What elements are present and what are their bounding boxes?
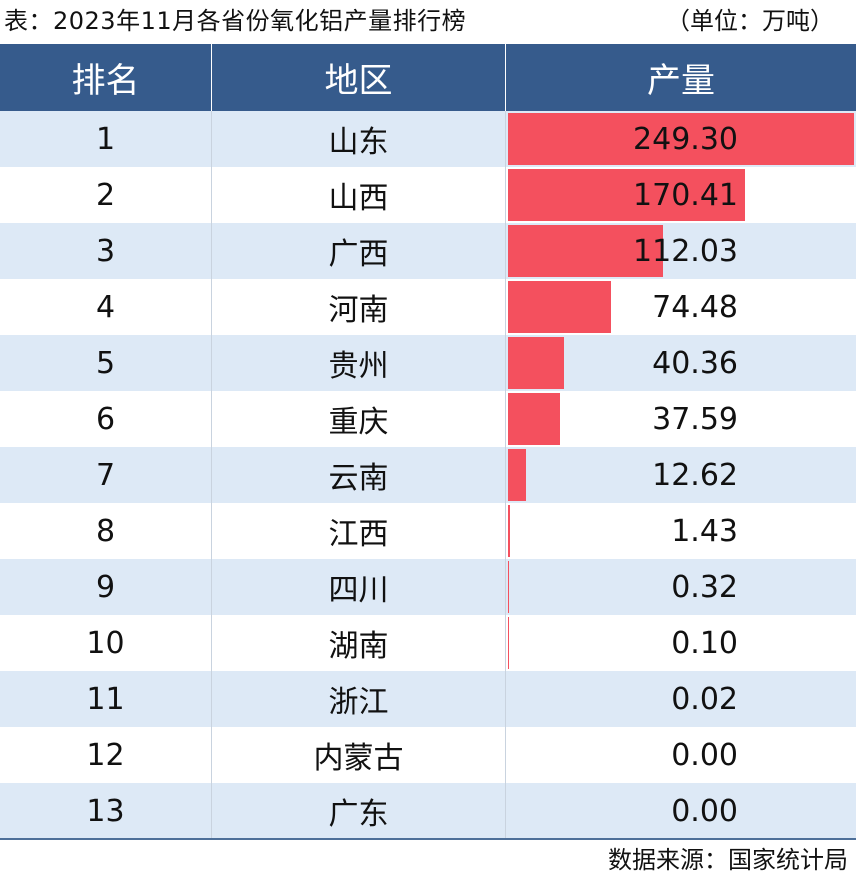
production-value: 40.36	[652, 345, 738, 381]
production-cell: 0.32	[506, 559, 856, 615]
rank-cell: 9	[0, 559, 212, 615]
table-header: 排名 地区 产量	[0, 44, 856, 111]
table-row: 11 浙江 0.02	[0, 671, 856, 727]
production-cell: 249.30	[506, 111, 856, 167]
table-row: 6 重庆 37.59	[0, 391, 856, 447]
header-rank: 排名	[0, 44, 212, 111]
production-bar	[508, 281, 612, 333]
production-value: 170.41	[633, 177, 738, 213]
production-bar	[508, 169, 745, 221]
region-cell: 重庆	[212, 391, 506, 447]
production-cell: 0.02	[506, 671, 856, 727]
rank-cell: 3	[0, 223, 212, 279]
production-cell: 37.59	[506, 391, 856, 447]
production-cell: 0.00	[506, 727, 856, 783]
rank-cell: 10	[0, 615, 212, 671]
region-cell: 贵州	[212, 335, 506, 391]
table-row: 4 河南 74.48	[0, 279, 856, 335]
table-row: 3 广西 112.03	[0, 223, 856, 279]
production-value: 1.43	[671, 513, 738, 549]
production-cell: 12.62	[506, 447, 856, 503]
production-value: 112.03	[633, 233, 738, 269]
header-region: 地区	[212, 44, 506, 111]
production-value: 0.00	[671, 737, 738, 773]
rank-cell: 11	[0, 671, 212, 727]
region-cell: 内蒙古	[212, 727, 506, 783]
production-bar	[508, 505, 510, 557]
rank-cell: 7	[0, 447, 212, 503]
production-bar	[508, 337, 564, 389]
production-value: 0.00	[671, 793, 738, 829]
unit-label: （单位：万吨）	[666, 7, 834, 35]
rank-cell: 1	[0, 111, 212, 167]
production-bar	[508, 393, 561, 445]
table-row: 10 湖南 0.10	[0, 615, 856, 671]
ranking-table: 排名 地区 产量 1 山东 249.30 2 山西 170.41 3 广西 112.03 4 河南 7…	[0, 44, 856, 839]
table-row: 5 贵州 40.36	[0, 335, 856, 391]
bottom-divider	[0, 838, 856, 840]
rank-cell: 6	[0, 391, 212, 447]
production-value: 37.59	[652, 401, 738, 437]
table-row: 1 山东 249.30	[0, 111, 856, 167]
table-row: 2 山西 170.41	[0, 167, 856, 223]
region-cell: 四川	[212, 559, 506, 615]
production-cell: 112.03	[506, 223, 856, 279]
region-cell: 浙江	[212, 671, 506, 727]
production-cell: 40.36	[506, 335, 856, 391]
rank-cell: 4	[0, 279, 212, 335]
production-value: 249.30	[633, 121, 738, 157]
production-cell: 170.41	[506, 167, 856, 223]
rank-cell: 2	[0, 167, 212, 223]
region-cell: 广东	[212, 783, 506, 839]
production-value: 74.48	[652, 289, 738, 325]
rank-cell: 8	[0, 503, 212, 559]
production-cell: 0.00	[506, 783, 856, 839]
table-row: 12 内蒙古 0.00	[0, 727, 856, 783]
table-row: 13 广东 0.00	[0, 783, 856, 839]
table-body: 1 山东 249.30 2 山西 170.41 3 广西 112.03 4 河南 74.48 5 贵州 40…	[0, 111, 856, 839]
region-cell: 广西	[212, 223, 506, 279]
production-bar	[508, 113, 854, 165]
region-cell: 湖南	[212, 615, 506, 671]
rank-cell: 13	[0, 783, 212, 839]
production-cell: 0.10	[506, 615, 856, 671]
rank-cell: 12	[0, 727, 212, 783]
title-row: 表：2023年11月各省份氧化铝产量排行榜 （单位：万吨）	[0, 0, 856, 44]
source-note: 数据来源：国家统计局	[608, 846, 848, 874]
production-value: 12.62	[652, 457, 738, 493]
region-cell: 山东	[212, 111, 506, 167]
production-cell: 74.48	[506, 279, 856, 335]
production-bar	[508, 225, 664, 277]
header-production: 产量	[647, 61, 715, 101]
table-row: 8 江西 1.43	[0, 503, 856, 559]
production-value: 0.10	[671, 625, 738, 661]
region-cell: 江西	[212, 503, 506, 559]
region-cell: 河南	[212, 279, 506, 335]
table-row: 7 云南 12.62	[0, 447, 856, 503]
table-row: 9 四川 0.32	[0, 559, 856, 615]
region-cell: 山西	[212, 167, 506, 223]
production-bar	[508, 449, 526, 501]
production-cell: 1.43	[506, 503, 856, 559]
production-value: 0.32	[671, 569, 738, 605]
rank-cell: 5	[0, 335, 212, 391]
production-value: 0.02	[671, 681, 738, 717]
region-cell: 云南	[212, 447, 506, 503]
table-title: 表：2023年11月各省份氧化铝产量排行榜	[4, 7, 467, 35]
